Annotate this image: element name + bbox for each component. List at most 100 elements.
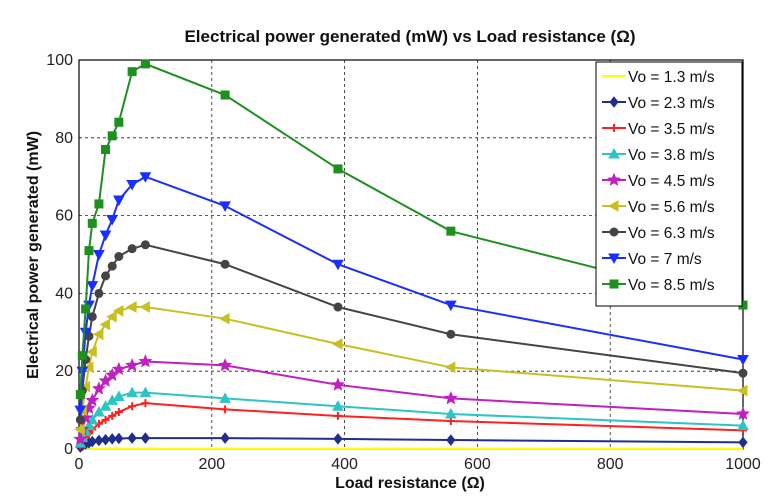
- data-point: [106, 214, 119, 226]
- legend-label: Vo = 2.3 m/s: [628, 95, 715, 112]
- data-point: [333, 433, 343, 445]
- data-point: [85, 393, 100, 407]
- x-tick-labels: 0 200 400 600 800 1000: [75, 456, 761, 473]
- legend-label: Vo = 3.8 m/s: [628, 147, 715, 164]
- legend-entry: Vo = 4.5 m/s: [602, 172, 715, 190]
- data-point: [446, 329, 456, 339]
- data-point: [126, 386, 138, 398]
- y-axis-label: Electrical power generated (mW): [25, 131, 42, 379]
- series-9: [75, 59, 748, 400]
- legend-entry: Vo = 7 m/s: [602, 251, 702, 268]
- data-point: [101, 144, 111, 154]
- data-point: [221, 405, 230, 414]
- legend-label: Vo = 1.3 m/s: [628, 69, 715, 86]
- data-point: [114, 117, 124, 127]
- x-tick-label: 1000: [725, 456, 761, 473]
- y-tick-label: 80: [55, 130, 73, 147]
- legend-marker: [607, 172, 621, 186]
- data-point: [112, 195, 125, 207]
- data-point: [128, 402, 137, 411]
- data-point: [331, 377, 345, 391]
- series-6: [74, 301, 748, 436]
- data-point: [114, 408, 123, 417]
- data-point: [107, 261, 117, 271]
- legend-entry: Vo = 6.3 m/s: [602, 225, 715, 242]
- data-point: [737, 419, 749, 431]
- data-point: [332, 400, 344, 411]
- data-point: [126, 301, 137, 313]
- data-point: [736, 406, 750, 420]
- x-tick-label: 400: [331, 456, 358, 473]
- data-point: [140, 432, 151, 444]
- legend-entry: Vo = 5.6 m/s: [602, 199, 715, 216]
- data-point: [107, 131, 117, 141]
- data-point: [141, 399, 150, 408]
- data-point: [139, 301, 150, 313]
- data-point: [107, 433, 117, 445]
- legend-entry: Vo = 3.5 m/s: [602, 121, 715, 138]
- legend-marker: [609, 96, 619, 108]
- data-point: [444, 407, 457, 419]
- data-point: [126, 179, 138, 191]
- data-point: [127, 67, 137, 77]
- data-point: [99, 400, 112, 411]
- legend: Vo = 1.3 m/s Vo = 2.3 m/s Vo = 3.5 m/s Vo =…: [595, 61, 743, 307]
- legend-marker: [609, 227, 619, 237]
- x-tick-label: 200: [198, 456, 225, 473]
- x-axis-label: Load resistance (Ω): [335, 475, 485, 492]
- data-point: [93, 406, 105, 417]
- legend-marker: [608, 147, 620, 159]
- data-point: [446, 434, 456, 446]
- legend-marker: [610, 124, 618, 132]
- data-point: [112, 305, 124, 317]
- data-point: [737, 355, 749, 366]
- data-point: [100, 433, 111, 446]
- y-tick-labels: 0 20 40 60 80 100: [46, 52, 73, 458]
- data-point: [219, 201, 231, 212]
- legend-marker: [608, 253, 620, 265]
- data-point: [738, 368, 748, 378]
- data-point: [101, 271, 111, 281]
- data-point: [94, 199, 104, 209]
- series-8: [74, 172, 749, 417]
- legend-entry: Vo = 8.5 m/s: [602, 277, 715, 294]
- legend-entry: Vo = 1.3 m/s: [602, 69, 715, 86]
- legend-label: Vo = 6.3 m/s: [628, 225, 715, 242]
- data-point: [139, 386, 152, 398]
- data-point: [74, 423, 85, 436]
- series-line: [79, 437, 744, 448]
- data-point: [77, 351, 87, 361]
- legend-label: Vo = 7 m/s: [628, 251, 702, 268]
- data-point: [220, 90, 230, 100]
- data-point: [738, 436, 748, 449]
- data-point: [81, 304, 91, 314]
- data-point: [93, 250, 105, 261]
- data-point: [94, 434, 104, 447]
- data-point: [91, 381, 106, 395]
- y-tick-label: 60: [55, 208, 73, 225]
- series-line: [79, 391, 744, 444]
- series-layer: [73, 59, 750, 453]
- data-point: [333, 302, 343, 312]
- data-point: [736, 384, 748, 397]
- data-point: [86, 281, 99, 292]
- data-point: [333, 411, 342, 420]
- data-point: [82, 361, 94, 374]
- data-point: [139, 172, 152, 183]
- y-tick-label: 100: [46, 52, 73, 69]
- legend-label: Vo = 3.5 m/s: [628, 121, 715, 138]
- legend-label: Vo = 5.6 m/s: [628, 199, 715, 216]
- data-point: [443, 391, 458, 405]
- y-tick-label: 20: [55, 363, 73, 380]
- x-tick-label: 600: [464, 456, 491, 473]
- legend-label: Vo = 4.5 m/s: [628, 173, 715, 190]
- data-point: [92, 328, 104, 341]
- data-point: [94, 288, 104, 298]
- data-point: [108, 411, 117, 420]
- data-point: [127, 432, 137, 444]
- chart-title: Electrical power generated (mW) vs Load …: [184, 27, 635, 46]
- data-point: [219, 312, 230, 325]
- legend-marker: [609, 279, 619, 289]
- data-point: [444, 361, 456, 374]
- data-point: [112, 390, 125, 401]
